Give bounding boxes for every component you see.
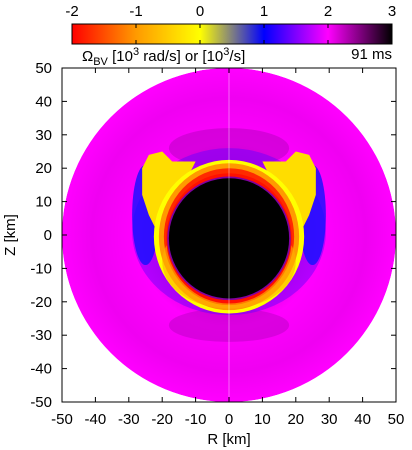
time-label: 91 ms [351, 46, 392, 63]
colorbar: -2 -1 0 1 2 3 ΩBV [103 rad/s] or [103/s] 91 m… [65, 3, 396, 68]
colorbar-tick-label: 2 [324, 3, 332, 20]
y-tick-label: -10 [30, 260, 52, 277]
x-tick-label: 0 [225, 411, 233, 428]
colorbar-label: ΩBV [103 rad/s] or [103/s] [82, 46, 245, 68]
colorbar-tick-label: -2 [65, 3, 78, 20]
plume-right [262, 151, 316, 229]
x-axis-ticks: -50 -40 -30 -20 -10 0 10 20 30 40 50 [51, 68, 404, 428]
x-tick-label: 20 [287, 411, 304, 428]
y-tick-label: 40 [35, 93, 52, 110]
x-tick-label: -10 [185, 411, 207, 428]
x-tick-label: -50 [51, 411, 73, 428]
y-tick-label: 50 [35, 60, 52, 77]
colorbar-tick-label: 1 [260, 3, 268, 20]
y-tick-label: 0 [44, 227, 52, 244]
colorbar-label-sub: BV [93, 56, 108, 68]
heatmap [62, 68, 396, 402]
y-axis-label: Z [km] [2, 214, 19, 256]
colorbar-tick-label: -1 [129, 3, 142, 20]
x-tick-label: -40 [85, 411, 107, 428]
y-tick-label: -30 [30, 327, 52, 344]
y-tick-label: 10 [35, 194, 52, 211]
x-tick-label: 50 [388, 411, 405, 428]
axes: -50 -40 -30 -20 -10 0 10 20 30 40 50 -50-40-30-20-… [2, 60, 404, 448]
x-tick-label: 30 [321, 411, 338, 428]
x-axis-label: R [km] [207, 431, 250, 448]
x-tick-label: 40 [354, 411, 371, 428]
y-tick-label: -40 [30, 361, 52, 378]
x-tick-label: -20 [151, 411, 173, 428]
heatmap-layers [62, 68, 396, 402]
colorbar-fill [71, 23, 393, 45]
colorbar-tick-label: 3 [388, 3, 396, 20]
plume-left [142, 151, 196, 229]
colorbar-label-sup2: 3 [223, 46, 229, 58]
x-tick-label: 10 [254, 411, 271, 428]
colorbar-label-part2: rad/s] or [10 [139, 48, 223, 65]
colorbar-label-prefix: Ω [82, 48, 93, 65]
colorbar-tick-label: 0 [196, 3, 204, 20]
colorbar-label-part1: [10 [108, 48, 133, 65]
colorbar-label-sup1: 3 [133, 46, 139, 58]
colorbar-label-part3: /s] [229, 48, 245, 65]
colorbar-ticks: -2 -1 0 1 2 3 [65, 3, 396, 44]
y-tick-label: 30 [35, 127, 52, 144]
x-tick-label: -30 [118, 411, 140, 428]
y-tick-label: -50 [30, 394, 52, 411]
y-axis-ticks: -50 -40 -30 -20 -10 0 10 20 30 40 50 [30, 60, 396, 411]
y-tick-label: -20 [30, 294, 52, 311]
y-tick-label: 20 [35, 160, 52, 177]
